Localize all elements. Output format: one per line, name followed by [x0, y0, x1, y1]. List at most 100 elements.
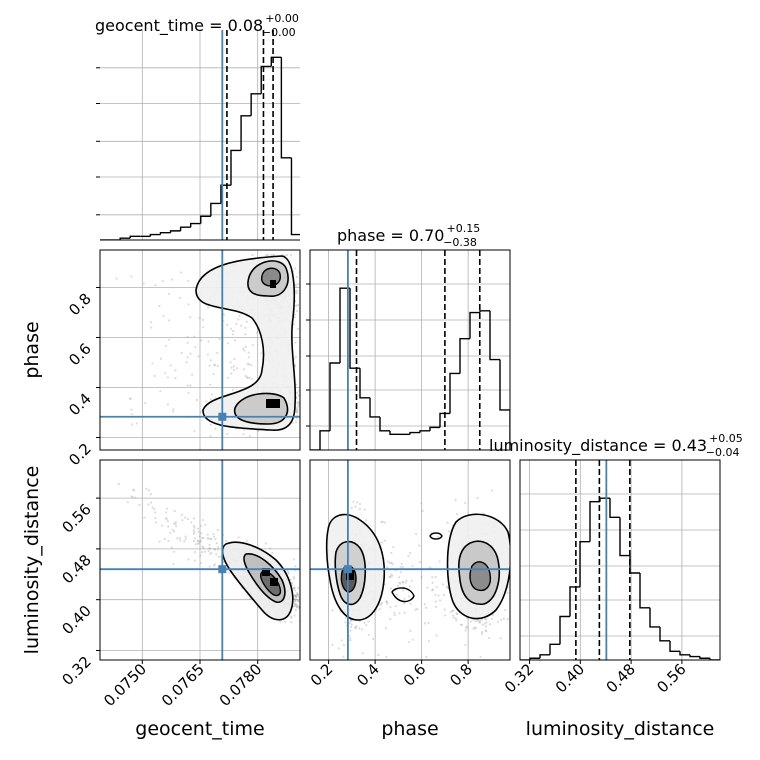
luminosity-distance-vs-geocent-time-sample-point	[216, 528, 220, 532]
luminosity-distance-vs-phase-sample-point	[407, 595, 411, 598]
luminosity-distance-vs-phase-sample-point	[380, 601, 383, 605]
luminosity-distance-vs-phase-sample-point	[434, 593, 437, 597]
luminosity-distance-vs-geocent-time-sample-point	[172, 550, 176, 553]
luminosity-distance-vs-phase-sample-point	[403, 602, 406, 605]
luminosity-distance-vs-geocent-time-sample-point	[296, 605, 299, 608]
phase-vs-geocent-time-sample-point	[296, 303, 300, 307]
phase-vs-geocent-time-sample-point	[257, 429, 260, 433]
luminosity-distance-vs-phase-sample-point	[427, 621, 430, 624]
phase-vs-geocent-time-sample-point	[294, 284, 298, 288]
geocent-time-title-upper: +0.00	[265, 12, 299, 25]
luminosity-distance-vs-geocent-time-sample-point	[193, 526, 196, 529]
luminosity-distance-vs-geocent-time-sample-point	[178, 537, 181, 540]
phase-vs-geocent-time-sample-point	[214, 427, 217, 430]
phase-vs-geocent-time-sample-point	[200, 339, 203, 342]
luminosity-distance-vs-geocent-time-sample-point	[290, 621, 293, 624]
luminosity-distance-vs-geocent-time-sample-point	[302, 597, 304, 599]
luminosity-distance-vs-phase-sample-point	[399, 582, 402, 585]
luminosity-distance-vs-phase-sample-point	[363, 621, 366, 624]
luminosity-distance-vs-phase-sample-point	[401, 580, 404, 584]
luminosity-distance-vs-phase-sample-point	[469, 620, 472, 623]
luminosity-distance-histogram-bin	[569, 586, 580, 617]
phase-vs-geocent-time-sample-point	[205, 400, 208, 403]
luminosity-distance-vs-geocent-time-sample-point	[147, 489, 150, 492]
luminosity-distance-vs-phase-sample-point	[502, 617, 505, 620]
luminosity-distance-vs-phase-sample-point	[452, 616, 455, 619]
luminosity-distance-vs-phase-sample-point	[393, 614, 397, 617]
luminosity-distance-vs-geocent-time-sample-point	[294, 608, 298, 611]
phase-vs-geocent-time-sample-point	[291, 421, 294, 424]
luminosity-distance-vs-geocent-time-sample-point	[300, 613, 302, 615]
luminosity-distance-vs-geocent-time-sample-point	[295, 605, 298, 609]
luminosity-distance-vs-geocent-time-sample-point	[170, 546, 174, 549]
luminosity-distance-vs-geocent-time-sample-point	[304, 600, 306, 602]
luminosity-distance-vs-geocent-time-sample-point	[183, 540, 186, 543]
geocent-time-histogram-bin	[270, 56, 282, 67]
phase-vs-geocent-time-sample-point	[315, 312, 317, 314]
luminosity-distance-vs-geocent-time-sample-point	[294, 595, 297, 598]
luminosity-distance-vs-phase-sample-point	[408, 585, 412, 588]
luminosity-distance-vs-phase-sample-point	[398, 581, 401, 584]
luminosity-distance-vs-phase-sample-point	[365, 623, 368, 627]
luminosity-distance-vs-phase-sample-point	[397, 576, 401, 579]
luminosity-distance-vs-phase-sample-point	[431, 581, 434, 584]
luminosity-distance-vs-phase-sample-point	[454, 499, 457, 502]
phase-vs-geocent-time-sample-point	[164, 372, 167, 375]
luminosity-distance-vs-geocent-time-sample-point	[297, 600, 300, 603]
luminosity-distance-vs-geocent-time-sample-point	[271, 551, 274, 554]
geocent-time-histogram-panel: geocent_time = 0.08 +0.00 −0.00	[95, 12, 300, 241]
phase-vs-geocent-time-sample-point	[235, 367, 239, 370]
phase-vs-geocent-time-sample-point	[199, 411, 202, 414]
luminosity-distance-vs-phase-sample-point	[358, 502, 362, 505]
luminosity-distance-histogram-bin	[559, 615, 570, 645]
luminosity-distance-vs-phase-sample-point	[337, 647, 340, 650]
luminosity-distance-vs-phase-density-cell	[346, 570, 354, 580]
phase-histogram-bin	[449, 372, 460, 414]
x-tick-label-luminosity-distance: 0.32	[501, 660, 537, 696]
luminosity-distance-vs-phase-sample-point	[331, 643, 334, 646]
phase-vs-geocent-time-sample-point	[144, 401, 147, 405]
luminosity-distance-vs-phase-sample-point	[452, 614, 455, 617]
luminosity-distance-vs-phase-sample-point	[348, 621, 351, 625]
phase-vs-geocent-time-sample-point	[294, 267, 297, 270]
phase-vs-geocent-time-sample-point	[245, 320, 248, 323]
luminosity-distance-vs-phase-sample-point	[490, 617, 493, 620]
luminosity-distance-vs-phase-sample-point	[395, 593, 399, 596]
luminosity-distance-vs-geocent-time-sample-point	[149, 493, 152, 496]
phase-histogram-bin	[389, 430, 400, 436]
phase-vs-geocent-time-sample-point	[286, 253, 289, 257]
luminosity-distance-vs-geocent-time-sample-point	[192, 529, 195, 532]
luminosity-distance-vs-geocent-time-sample-point	[143, 516, 146, 519]
phase-vs-geocent-time-sample-point	[187, 279, 190, 283]
luminosity-distance-vs-geocent-time-density-cell	[270, 578, 278, 586]
phase-vs-geocent-time-sample-point	[295, 408, 298, 412]
luminosity-distance-vs-geocent-time-sample-point	[212, 535, 216, 538]
luminosity-distance-vs-geocent-time-sample-point	[174, 522, 177, 526]
luminosity-distance-vs-phase-sample-point	[355, 625, 358, 628]
phase-vs-geocent-time-sample-point	[135, 422, 138, 425]
phase-vs-geocent-time-sample-point	[233, 339, 237, 342]
phase-vs-geocent-time-sample-point	[195, 398, 199, 402]
phase-vs-geocent-time-sample-point	[209, 435, 212, 438]
luminosity-distance-vs-phase-sample-point	[401, 589, 405, 592]
phase-histogram-bin	[369, 397, 380, 418]
geocent-time-histogram-bin	[200, 215, 211, 224]
phase-vs-geocent-time-sample-point	[244, 326, 247, 329]
luminosity-distance-vs-phase-sample-point	[435, 634, 438, 637]
luminosity-distance-vs-phase-sample-point	[411, 564, 414, 568]
phase-vs-geocent-time-density-cell	[270, 280, 276, 288]
phase-vs-geocent-time-sample-point	[306, 265, 308, 267]
luminosity-distance-vs-phase-sample-point	[418, 544, 421, 547]
phase-vs-geocent-time-sample-point	[306, 296, 308, 298]
x-tick-label-luminosity-distance: 0.40	[552, 660, 588, 696]
luminosity-distance-vs-geocent-time-sample-point	[292, 558, 296, 561]
luminosity-distance-vs-geocent-time-sample-point	[213, 548, 217, 551]
phase-vs-geocent-time-sample-point	[189, 316, 192, 319]
geocent-time-histogram-bin	[119, 237, 131, 240]
phase-vs-geocent-time-sample-point	[209, 383, 212, 386]
phase-vs-geocent-time-sample-point	[231, 388, 235, 392]
luminosity-distance-histogram-frame	[519, 459, 721, 661]
phase-vs-geocent-time-sample-point	[142, 282, 145, 285]
luminosity-distance-vs-geocent-time-sample-point	[174, 521, 177, 524]
phase-histogram-bin	[339, 287, 350, 363]
